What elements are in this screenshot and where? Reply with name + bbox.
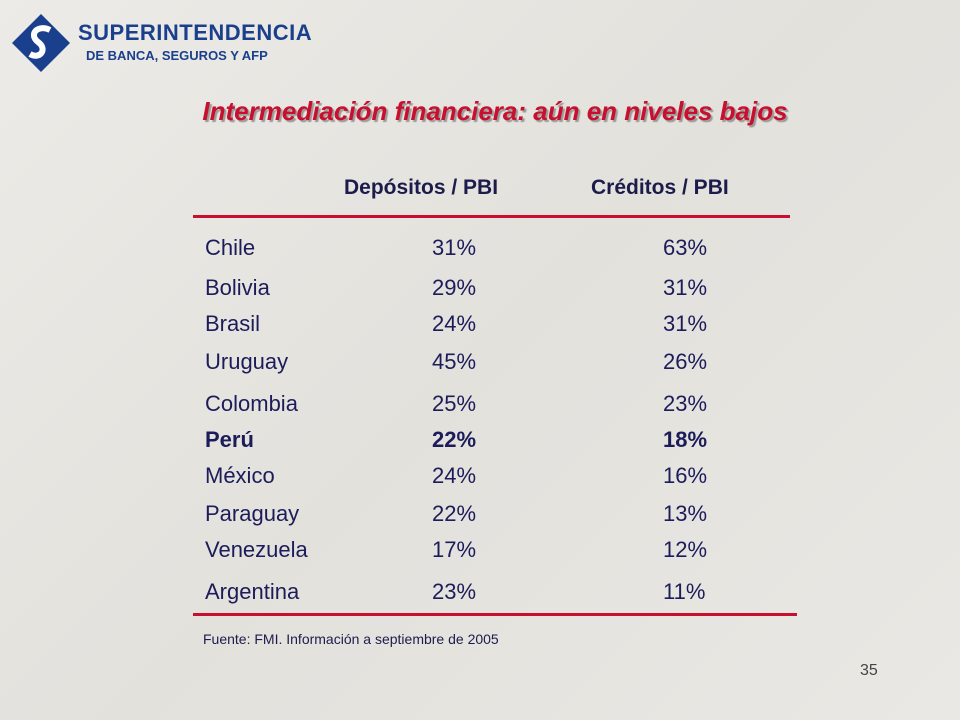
footnote: Fuente: FMI. Información a septiembre de… (203, 631, 499, 647)
slide-title: Intermediación financiera: aún en nivele… (202, 96, 788, 126)
credits: 23% (663, 391, 708, 416)
country: Bolivia (205, 275, 270, 300)
deposits: 31% (432, 235, 477, 260)
deposits: 25% (432, 391, 477, 416)
deposits: 23% (432, 579, 477, 604)
deposits: 24% (432, 463, 477, 488)
logo-subtitle: DE BANCA, SEGUROS Y AFP (86, 48, 268, 63)
credits: 31% (663, 311, 708, 336)
rule (193, 215, 790, 218)
credits: 12% (663, 537, 708, 562)
country: Argentina (205, 579, 300, 604)
country: Perú (205, 427, 254, 452)
page-number: 35 (860, 662, 878, 679)
credits: 63% (663, 235, 708, 260)
column-header: Créditos / PBI (591, 176, 729, 199)
logo-title: SUPERINTENDENCIA (78, 20, 313, 45)
credits: 13% (663, 501, 708, 526)
country: Brasil (205, 311, 261, 336)
deposits: 24% (432, 311, 477, 336)
credits: 18% (663, 427, 708, 452)
country: Uruguay (205, 349, 289, 374)
deposits: 22% (432, 427, 477, 452)
column-header: Depósitos / PBI (344, 176, 499, 199)
country: Colombia (205, 391, 298, 416)
country: Paraguay (205, 501, 300, 526)
rule (193, 613, 797, 616)
credits: 16% (663, 463, 708, 488)
deposits: 22% (432, 501, 477, 526)
credits: 31% (663, 275, 708, 300)
deposits: 29% (432, 275, 477, 300)
logo-mark (12, 14, 70, 72)
credits: 26% (663, 349, 708, 374)
deposits: 45% (432, 349, 477, 374)
country: Venezuela (205, 537, 308, 562)
country: Chile (205, 235, 256, 260)
credits: 11% (663, 579, 706, 604)
deposits: 17% (432, 537, 477, 562)
country: México (205, 463, 275, 488)
